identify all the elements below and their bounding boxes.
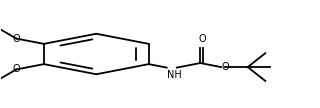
Text: O: O: [198, 34, 206, 44]
Text: O: O: [221, 62, 229, 72]
Text: NH: NH: [167, 70, 182, 79]
Text: O: O: [12, 34, 20, 44]
Text: O: O: [12, 64, 20, 74]
